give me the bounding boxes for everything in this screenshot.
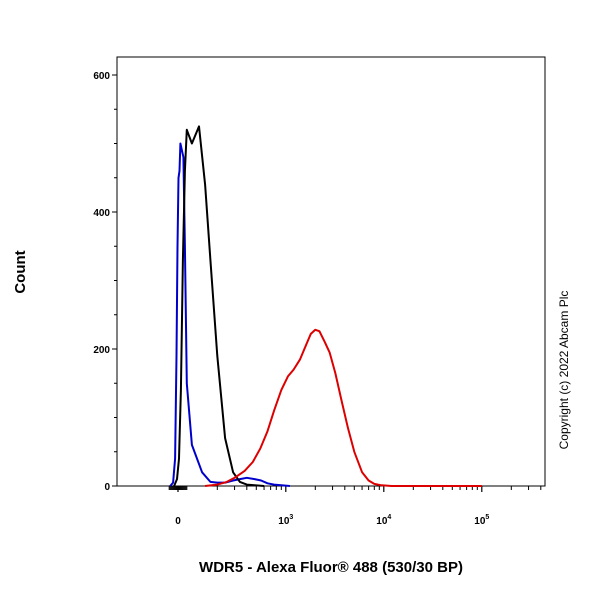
y-axis-title: Count [12,250,29,293]
y-tick-label: 200 [93,345,110,356]
y-tick-label: 0 [104,482,110,493]
histogram-series-1 [173,125,265,487]
plot-frame [116,56,546,487]
series-layer [169,125,482,487]
histogram-series-0 [169,142,290,487]
x-axis-title: WDR5 - Alexa Fluor® 488 (530/30 BP) [199,559,463,576]
x-tick-label: 105 [474,514,489,527]
y-tick-label: 600 [93,71,110,82]
x-tick-label: 103 [278,514,293,527]
x-tick-label: 104 [376,514,391,527]
y-tick-label: 400 [93,208,110,219]
x-tick-exponent: 5 [485,514,489,521]
plot-border [116,56,546,487]
x-tick-exponent: 3 [289,514,293,521]
histogram-series-2 [204,328,482,487]
copyright-text: Copyright (c) 2022 Abcam Plc [557,291,571,450]
y-axis: 0 200 400 600 [93,71,117,493]
x-tick-exponent: 4 [387,514,391,521]
x-axis: 0 103 104 105 [168,486,542,527]
x-tick-label: 0 [175,516,181,527]
